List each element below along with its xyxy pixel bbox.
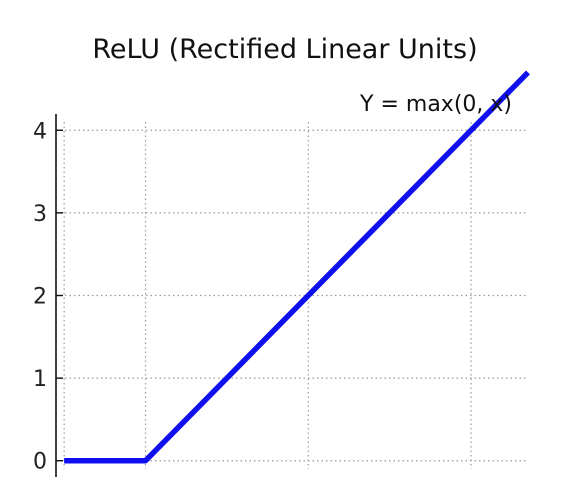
horizontal-gridlines bbox=[56, 129, 528, 462]
y-tick-label-0: 0 bbox=[33, 450, 47, 475]
chart-title: ReLU (Rectified Linear Units) bbox=[92, 34, 478, 65]
series-line-relu bbox=[64, 70, 530, 464]
y-axis-ticks: 0 1 2 3 4 bbox=[33, 119, 63, 475]
y-tick-label-3: 3 bbox=[33, 202, 47, 227]
y-tick-label-2: 2 bbox=[33, 285, 47, 310]
vertical-gridlines bbox=[63, 122, 472, 469]
y-tick-label-1: 1 bbox=[33, 367, 47, 392]
y-tick-label-4: 4 bbox=[33, 119, 47, 144]
formula-annotation: Y = max(0, x) bbox=[359, 92, 512, 117]
